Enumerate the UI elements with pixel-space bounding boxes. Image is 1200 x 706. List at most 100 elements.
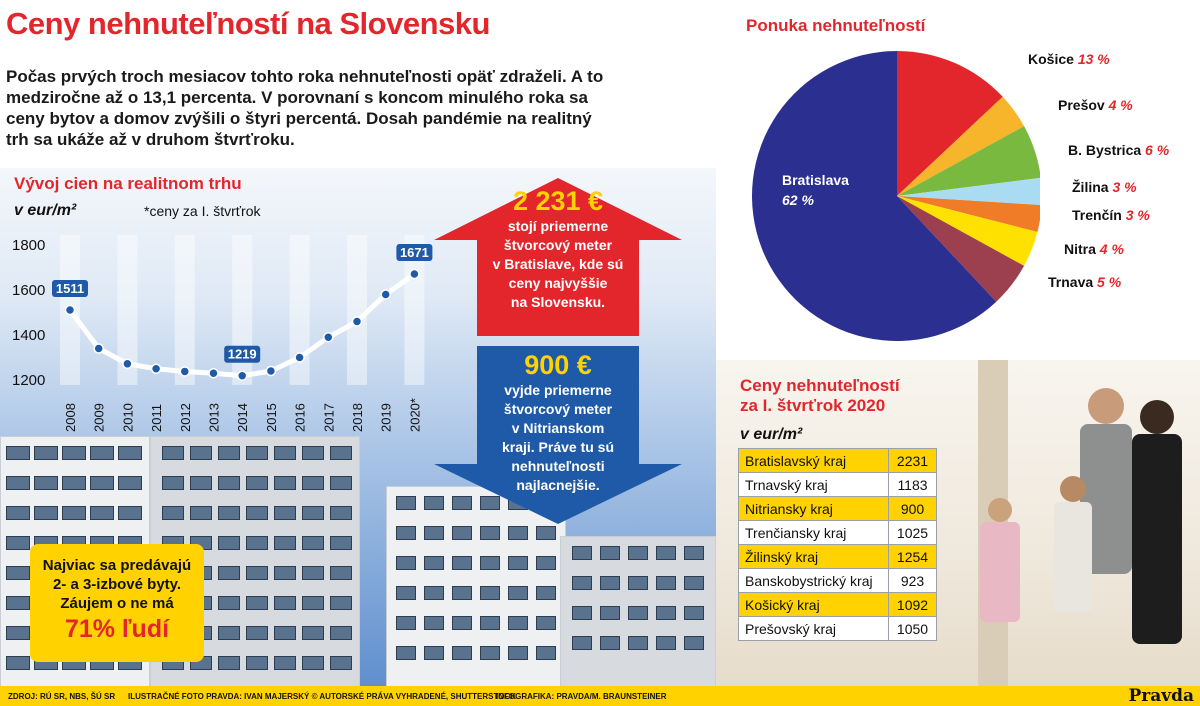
window (6, 506, 30, 520)
arrow-description-line: nehnuteľnosti (511, 458, 605, 474)
window (684, 606, 704, 620)
child-body (980, 522, 1020, 622)
window (424, 526, 444, 540)
window (600, 606, 620, 620)
pie-label: Trnava 5 % (1048, 274, 1121, 290)
pie-label: B. Bystrica 6 % (1068, 142, 1169, 158)
pie-slice-b-bystrica (897, 126, 1040, 196)
window (162, 446, 184, 460)
table-cell-value: 1050 (888, 616, 937, 641)
table-row: Trnavský kraj 1183 (738, 472, 937, 497)
table-title-line: Ceny nehnuteľností (740, 376, 900, 395)
footer: ZDROJ: RÚ SR, NBS, ŠÚ SR ILUSTRAČNÉ FOTO… (0, 686, 1200, 706)
arrow-down-icon (434, 346, 682, 524)
window (424, 616, 444, 630)
window (396, 496, 416, 510)
table-row: Trenčiansky kraj 1025 (738, 520, 937, 545)
window (34, 506, 58, 520)
window (246, 536, 268, 550)
pie-label-name: Nitra (1064, 241, 1100, 257)
window (536, 646, 556, 660)
person-head (1140, 400, 1174, 434)
arrow-down-description: vyjde priemerne štvorcový meter v Nitrians… (470, 381, 646, 495)
window (6, 536, 30, 550)
window (452, 586, 472, 600)
window (6, 626, 30, 640)
table-cell-region: Žilinský kraj (738, 544, 889, 569)
table-row: Banskobystrický kraj 923 (738, 568, 937, 593)
y-tick-label: 1800 (12, 237, 45, 254)
line-chart-note: *ceny za I. štvrťrok (144, 203, 261, 219)
info-box-line: Najviac sa predávajú (42, 557, 192, 574)
table-cell-value: 1092 (888, 592, 937, 617)
window (684, 636, 704, 650)
child-head (988, 498, 1012, 522)
arrow-down-text: 900 € vyjde priemerne štvorcový meter v Ni… (470, 350, 646, 495)
window (452, 496, 472, 510)
person-head (1088, 388, 1124, 424)
window (62, 506, 86, 520)
window (190, 446, 212, 460)
window (218, 626, 240, 640)
window (508, 556, 528, 570)
window (302, 476, 324, 490)
window (480, 526, 500, 540)
window (600, 636, 620, 650)
window (628, 576, 648, 590)
pie-label-name: Bratislava (782, 172, 849, 188)
table-cell-value: 900 (888, 496, 937, 521)
arrow-up-description: stojí priemerne štvorcový meter v Bratisla… (470, 217, 646, 312)
pie-label-pct: 3 % (1125, 207, 1150, 223)
window (246, 446, 268, 460)
window (118, 446, 142, 460)
arrow-description-line: v Bratislave, kde sú (492, 256, 624, 272)
data-point (351, 316, 363, 327)
footer-infographic-credit: INFOGRAFIKA: PRAVDA/M. BRAUNSTEINER (496, 692, 667, 701)
info-box: Najviac sa predávajú 2- a 3-izbové byty.… (30, 544, 204, 662)
window (218, 476, 240, 490)
window (162, 476, 184, 490)
window (330, 596, 352, 610)
window (302, 596, 324, 610)
window (118, 476, 142, 490)
arrow-up-icon (434, 178, 682, 336)
pie-label-name: B. Bystrica (1068, 142, 1146, 158)
window (274, 536, 296, 550)
window (274, 596, 296, 610)
window (274, 506, 296, 520)
window (90, 476, 114, 490)
pie-slice--ilina (897, 177, 1040, 205)
pie-label-pct: 4 % (1108, 97, 1133, 113)
table-cell-region: Košický kraj (738, 592, 889, 617)
window (396, 526, 416, 540)
pie-slice-ko-ice (897, 51, 1003, 196)
table-unit: v eur/m² (740, 426, 803, 443)
window (536, 526, 556, 540)
window (508, 586, 528, 600)
window (396, 586, 416, 600)
arrow-up-text: 2 231 € stojí priemerne štvorcový meter v … (470, 186, 646, 312)
arrow-description-line: ceny najvyššie (508, 275, 608, 291)
footer-photo-credit: ILUSTRAČNÉ FOTO PRAVDA: IVAN MAJERSKÝ © … (128, 692, 516, 701)
child-body (1054, 502, 1092, 612)
person-body (1132, 434, 1182, 644)
window (656, 636, 676, 650)
window (396, 616, 416, 630)
window (302, 506, 324, 520)
table-title-line: za I. štvrťrok 2020 (740, 396, 886, 415)
window (218, 506, 240, 520)
x-tick-label: 2010 (120, 403, 135, 432)
pie-slice-pre-ov (897, 96, 1025, 196)
x-tick-label: 2011 (149, 404, 164, 432)
window (452, 616, 472, 630)
data-point (236, 370, 248, 381)
window (330, 656, 352, 670)
window (628, 636, 648, 650)
pie-label-name: Prešov (1058, 97, 1109, 113)
window (480, 616, 500, 630)
window (330, 476, 352, 490)
table-title: Ceny nehnuteľností za I. štvrťrok 2020 (740, 376, 900, 416)
x-tick-label: 2015 (264, 403, 279, 432)
window (572, 606, 592, 620)
window (6, 596, 30, 610)
